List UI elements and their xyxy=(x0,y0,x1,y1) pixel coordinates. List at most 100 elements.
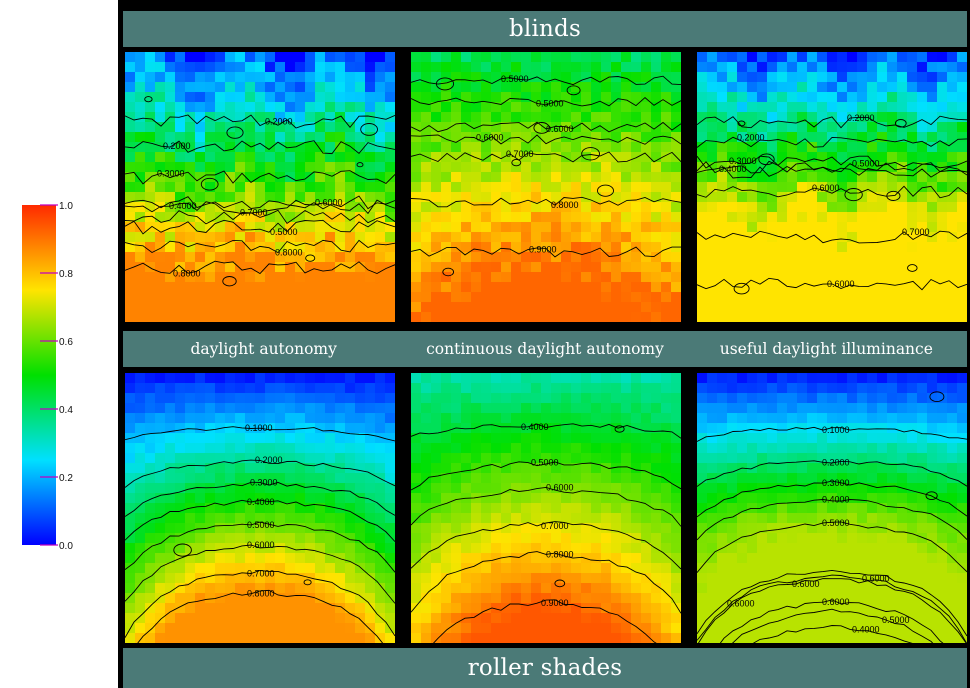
heatmap-cell xyxy=(501,122,512,133)
heatmap-cell xyxy=(411,222,422,233)
heatmap-cell xyxy=(165,633,176,643)
heatmap-cell xyxy=(305,583,316,594)
map-blinds-useful-daylight-illuminance: 0.2000 0.3000 0.4000 0.2000 0.5000 0.6000 0.70… xyxy=(697,52,967,322)
heatmap-cell xyxy=(611,633,622,643)
heatmap-cell xyxy=(847,593,858,604)
heatmap-cell xyxy=(145,302,156,313)
heatmap-cell xyxy=(421,433,432,444)
heatmap-cell xyxy=(265,142,276,153)
heatmap-cell xyxy=(155,102,166,113)
heatmap-cell xyxy=(335,603,346,614)
heatmap-cell xyxy=(937,483,948,494)
heatmap-cell xyxy=(797,633,808,643)
heatmap-cell xyxy=(807,423,818,434)
heatmap-cell xyxy=(917,453,928,464)
heatmap-cell xyxy=(481,192,492,203)
heatmap-cell xyxy=(727,403,738,414)
heatmap-cell xyxy=(441,613,452,624)
heatmap-cell xyxy=(561,62,572,73)
contour-lines: 0.50000.50000.60000.60000.70000.80000.90… xyxy=(411,74,681,258)
heatmap-cell xyxy=(601,403,612,414)
heatmap-cell xyxy=(847,222,858,233)
heatmap-cell xyxy=(541,543,552,554)
heatmap-cell xyxy=(621,182,632,193)
heatmap-cell xyxy=(205,182,216,193)
heatmap-cell xyxy=(561,503,572,514)
heatmap-cell xyxy=(511,393,522,404)
heatmap-cell xyxy=(135,393,146,404)
heatmap-cell xyxy=(155,443,166,454)
heatmap-cell xyxy=(807,433,818,444)
heatmap-cell xyxy=(671,563,681,574)
heatmap-cell xyxy=(601,182,612,193)
heatmap-cell xyxy=(175,473,186,484)
heatmap-cell xyxy=(551,162,562,173)
heatmap-cell xyxy=(501,52,512,63)
heatmap-cell xyxy=(275,62,286,73)
heatmap-cell xyxy=(757,102,768,113)
heatmap-cell xyxy=(847,493,858,504)
heatmap-cell xyxy=(175,282,186,293)
heatmap-cell xyxy=(225,473,236,484)
heatmap-cell xyxy=(797,82,808,93)
heatmap-cell xyxy=(817,603,828,614)
heatmap-cell xyxy=(551,543,562,554)
heatmap-cell xyxy=(661,222,672,233)
heatmap-cell xyxy=(441,182,452,193)
heatmap-cell xyxy=(185,563,196,574)
contour-line xyxy=(125,140,395,155)
heatmap-cell xyxy=(421,393,432,404)
heatmap-cell xyxy=(541,112,552,123)
heatmap-cell xyxy=(847,282,858,293)
heatmap-cell xyxy=(857,62,868,73)
heatmap-cell xyxy=(285,222,296,233)
heatmap-cell xyxy=(937,52,948,63)
heatmap-cell xyxy=(661,453,672,464)
heatmap-cell xyxy=(365,292,376,303)
heatmap-cell xyxy=(877,523,888,534)
heatmap-cell xyxy=(255,503,266,514)
heatmap-cell xyxy=(421,52,432,63)
heatmap-cell xyxy=(671,132,681,143)
heatmap-cell xyxy=(611,52,622,63)
heatmap-cell xyxy=(561,232,572,243)
heatmap-cell xyxy=(571,533,582,544)
heatmap-cell xyxy=(135,433,146,444)
heatmap-cell xyxy=(305,533,316,544)
heatmap-cell xyxy=(245,292,256,303)
heatmap-cell xyxy=(411,503,422,514)
heatmap-cell xyxy=(135,633,146,643)
heatmap-cell xyxy=(877,92,888,103)
heatmap-cell xyxy=(697,603,708,614)
heatmap-cell xyxy=(175,503,186,514)
heatmap-cell xyxy=(661,202,672,213)
heatmap-cell xyxy=(757,312,768,322)
heatmap-cell xyxy=(641,553,652,564)
heatmap-cell xyxy=(927,463,938,474)
heatmap-cell xyxy=(125,252,136,263)
heatmap-cell xyxy=(185,182,196,193)
contour-label: 0.5000 xyxy=(247,520,275,530)
heatmap-cell xyxy=(827,182,838,193)
heatmap-cell xyxy=(145,593,156,604)
heatmap-cell xyxy=(897,553,908,564)
heatmap-cell xyxy=(651,483,662,494)
heatmap-cell xyxy=(717,52,728,63)
heatmap-cell xyxy=(807,302,818,313)
heatmap-cell xyxy=(601,272,612,283)
heatmap-cell xyxy=(255,242,266,253)
heatmap-cell xyxy=(551,292,562,303)
heatmap-cell xyxy=(365,252,376,263)
heatmap-cell xyxy=(295,272,306,283)
heatmap-cell xyxy=(837,463,848,474)
heatmap-cell xyxy=(661,393,672,404)
heatmap-cell xyxy=(125,172,136,183)
heatmap-cell xyxy=(421,72,432,83)
heatmap-cell xyxy=(551,132,562,143)
heatmap-cell xyxy=(767,603,778,614)
heatmap-cell xyxy=(867,443,878,454)
heatmap-cell xyxy=(275,142,286,153)
heatmap-cell xyxy=(767,443,778,454)
heatmap-cell xyxy=(385,503,395,514)
heatmap-cell xyxy=(817,292,828,303)
